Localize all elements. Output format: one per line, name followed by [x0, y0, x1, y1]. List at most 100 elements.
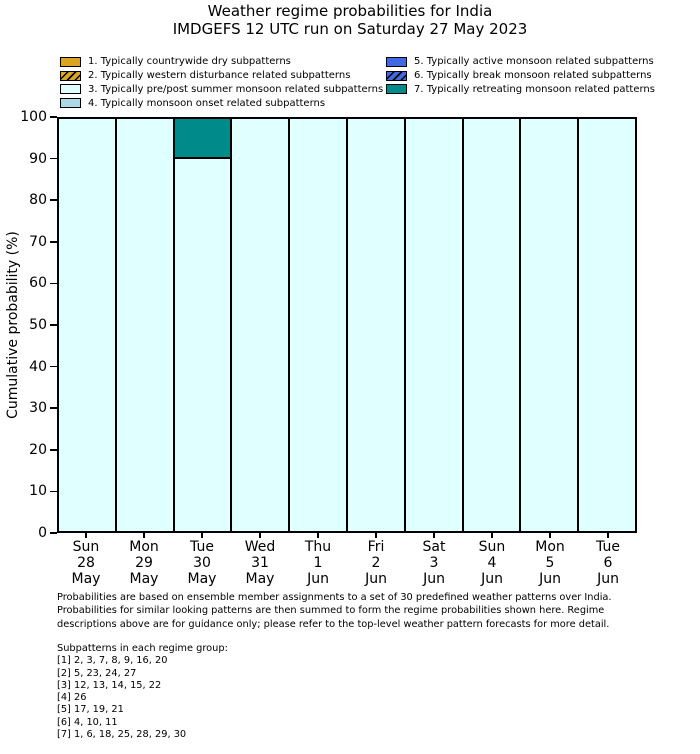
x-tick-label-line: Jun [597, 571, 619, 587]
subpattern-line: [1] 2, 3, 7, 8, 9, 16, 20 [57, 655, 168, 667]
x-tick-mark [607, 533, 609, 538]
subpattern-line: [3] 12, 13, 14, 15, 22 [57, 679, 162, 691]
x-tick-label: Mon 29 May [114, 539, 174, 587]
stacked-bar [347, 118, 405, 532]
bar-segment [173, 158, 232, 532]
y-tick-label: 20 [29, 441, 47, 458]
x-tick-label: Thu 1 Jun [288, 539, 348, 587]
legend-label: 5. Typically active monsoon related subp… [414, 56, 654, 68]
x-tick-label: Tue 6 Jun [578, 539, 638, 587]
x-tick-label-line: 1 [313, 555, 323, 571]
legend-swatch-icon [60, 84, 81, 95]
y-tick-mark [50, 407, 57, 409]
y-axis-label: Cumulative probability (%) [5, 231, 21, 419]
y-tick-mark [50, 532, 57, 534]
legend-item: 1. Typically countrywide dry subpatterns [60, 55, 386, 69]
subpatterns-title: Subpatterns in each regime group: [57, 643, 228, 654]
x-tick-mark [259, 533, 261, 538]
x-tick-label-line: Sun [478, 539, 506, 555]
subpatterns-list: [1] 2, 3, 7, 8, 9, 16, 20 [2] 5, 23, 24, … [57, 655, 228, 741]
x-tick-label-line: Wed [244, 539, 276, 555]
y-tick-label: 90 [29, 150, 47, 167]
footnote-paragraph: Probabilities are based on ensemble memb… [57, 592, 612, 630]
x-tick-mark [317, 533, 319, 538]
x-tick-mark [375, 533, 377, 538]
subpattern-line: [5] 17, 19, 21 [57, 704, 124, 716]
stacked-bar [520, 118, 579, 532]
stacked-bar [173, 118, 232, 532]
legend-swatch-icon [60, 56, 81, 67]
x-tick-label-line: Jun [423, 571, 445, 587]
y-tick-label: 80 [29, 192, 47, 209]
x-tick-label-line: 28 [77, 555, 95, 571]
legend-item: 3. Typically pre/post summer monsoon rel… [60, 83, 386, 97]
legend-label: 7. Typically retreating monsoon related … [414, 83, 655, 95]
x-tick-label-line: 6 [603, 555, 613, 571]
x-tick-label: Mon 5 Jun [520, 539, 580, 587]
bar-segment [173, 118, 232, 159]
legend-swatch-icon [60, 98, 81, 109]
subpattern-line: [2] 5, 23, 24, 27 [57, 667, 137, 679]
x-tick-label: Fri 2 Jun [346, 539, 406, 587]
stacked-bar [462, 118, 521, 532]
x-tick-label-line: May [71, 571, 101, 587]
legend-item: 2. Typically western disturbance related… [60, 69, 386, 83]
x-tick-label-line: May [245, 571, 275, 587]
y-tick-mark [50, 490, 57, 493]
y-tick-mark [50, 324, 57, 326]
legend: 1. Typically countrywide dry subpatterns… [60, 55, 655, 110]
legend-swatch-icon [386, 56, 407, 67]
legend-label: 2. Typically western disturbance related… [88, 70, 351, 82]
y-tick-mark [50, 282, 57, 285]
legend-label: 3. Typically pre/post summer monsoon rel… [88, 83, 384, 95]
x-tick-label-line: Thu [304, 539, 332, 555]
x-tick-label-line: 2 [371, 555, 381, 571]
subpattern-line: [4] 26 [57, 692, 87, 704]
x-tick-label-line: 3 [429, 555, 439, 571]
chart-subtitle: IMDGEFS 12 UTC run on Saturday 27 May 20… [172, 19, 528, 38]
y-tick-mark [50, 157, 57, 160]
x-tick-label-line: Tue [190, 539, 214, 555]
bar-segment [58, 118, 116, 532]
stacked-bar [115, 118, 174, 532]
x-tick-mark [433, 533, 435, 538]
x-tick-label-line: 30 [193, 555, 211, 571]
subpattern-line: [7] 1, 6, 18, 25, 28, 29, 30 [57, 729, 187, 741]
bar-segment [115, 118, 174, 532]
stacked-bar [231, 118, 290, 532]
x-tick-label-line: Jun [481, 571, 503, 587]
legend-label: 6. Typically break monsoon related subpa… [414, 70, 652, 82]
stacked-bar [404, 118, 463, 532]
x-tick-label: Wed 31 May [230, 539, 290, 587]
x-tick-label-line: Sun [72, 539, 100, 555]
x-tick-mark [491, 533, 493, 538]
x-tick-label-line: Jun [307, 571, 329, 587]
legend-swatch-icon [60, 70, 81, 81]
x-tick-label-line: Mon [129, 539, 159, 555]
legend-item: 7. Typically retreating monsoon related … [386, 83, 655, 97]
stacked-bar [578, 118, 636, 532]
stacked-bar [58, 118, 116, 532]
legend-label: 4. Typically monsoon onset related subpa… [88, 97, 326, 109]
y-tick-mark [50, 241, 57, 243]
stacked-bar [289, 118, 347, 532]
legend-item: 6. Typically break monsoon related subpa… [386, 69, 655, 83]
bar-segment [347, 118, 405, 532]
subpattern-line: [6] 4, 10, 11 [57, 716, 118, 728]
x-tick-label-line: 4 [487, 555, 497, 571]
chart-title: Weather regime probabilities for India [207, 2, 493, 20]
x-tick-label-line: Jun [365, 571, 387, 587]
x-tick-mark [201, 533, 203, 538]
legend-label: 1. Typically countrywide dry subpatterns [88, 56, 291, 68]
x-tick-mark [85, 533, 87, 538]
y-tick-label: 100 [20, 109, 47, 125]
x-tick-label: Tue 30 May [172, 539, 232, 587]
y-tick-mark [50, 449, 57, 451]
x-tick-label: Sat 3 Jun [404, 539, 464, 587]
x-tick-label-line: Fri [367, 539, 385, 555]
legend-item: 5. Typically active monsoon related subp… [386, 55, 655, 69]
legend-swatch-icon [386, 70, 407, 81]
y-tick-mark [50, 116, 57, 118]
y-tick-label: 10 [29, 483, 47, 500]
